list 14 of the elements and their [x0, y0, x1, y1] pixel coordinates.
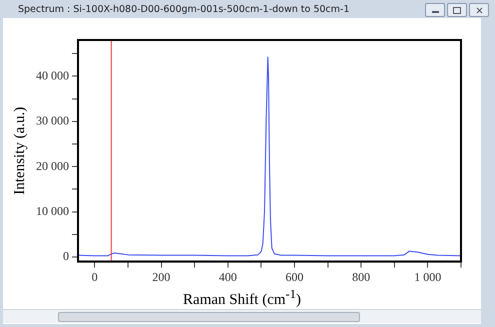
chart-title: Spectrum : Si-100X-h080-D00-600gm-001s-500cm-1-down to 50cm-1 [18, 4, 350, 14]
y-tick-label: 40 000 [36, 68, 69, 82]
y-axis-title: Intensity (a.u.) [12, 106, 28, 195]
x-tick-label: 200 [152, 270, 170, 284]
y-tick-label: 20 000 [36, 158, 69, 173]
x-tick-label: 1 000 [414, 270, 442, 284]
y-tick-label: 30 000 [36, 114, 69, 128]
x-tick-label: 800 [352, 270, 370, 284]
x-tick-label: 0 [92, 270, 98, 284]
x-tick-label: 600 [285, 270, 304, 284]
y-tick-label: 0 [63, 249, 69, 264]
y-tick-label: 10 000 [36, 204, 69, 218]
x-tick-label: 400 [218, 270, 237, 284]
x-axis-title: Raman Shift (cm$^{-1}$) [182, 287, 302, 309]
